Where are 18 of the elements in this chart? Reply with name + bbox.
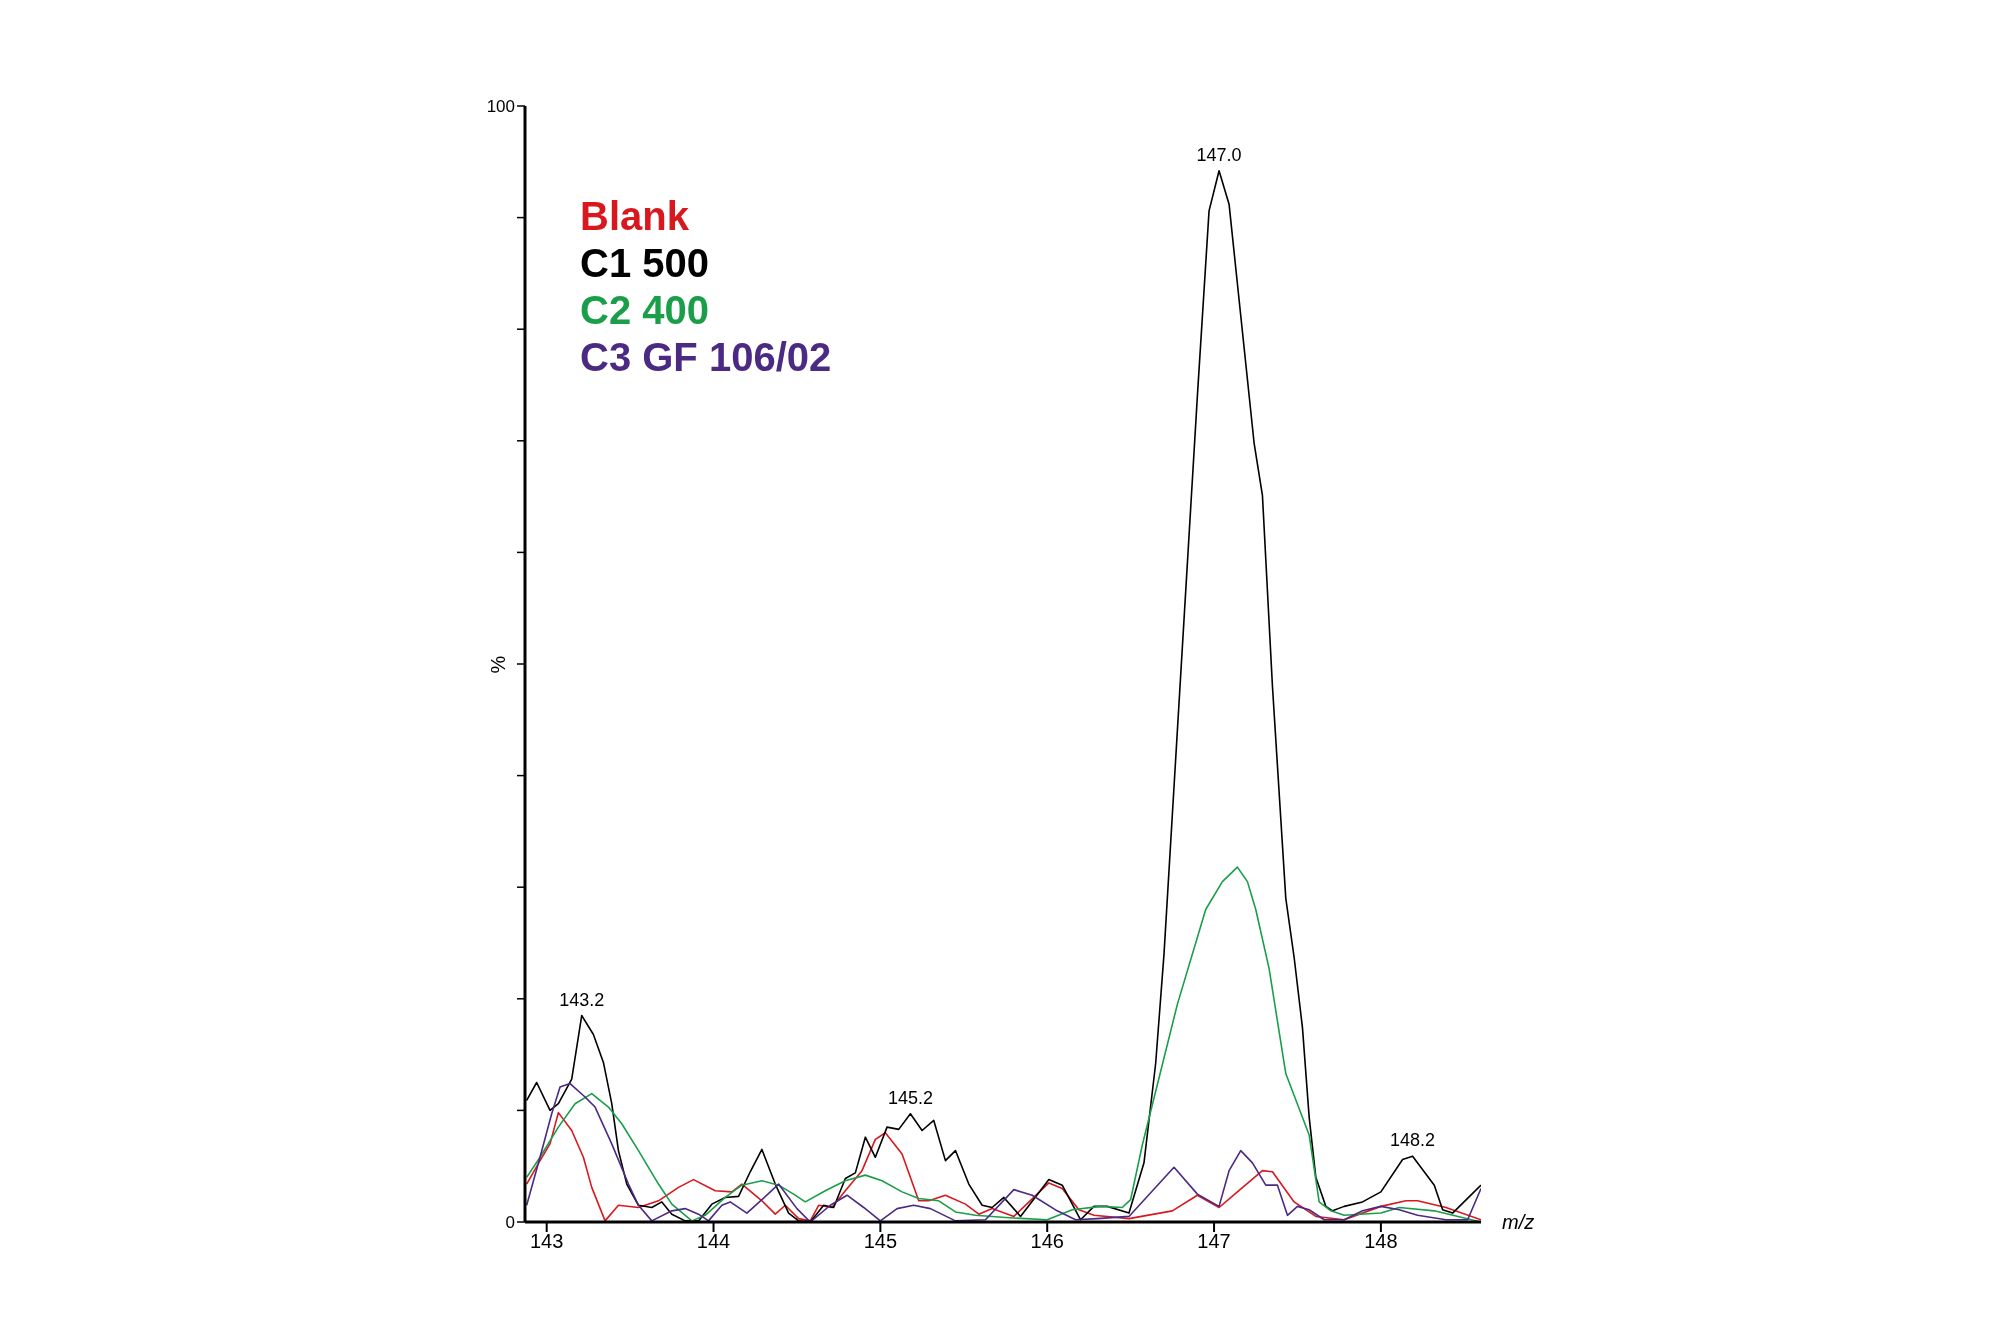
text: C3 GF 106/02	[580, 334, 832, 381]
annotation: 145.2	[887, 1087, 933, 1108]
text: C1 500	[580, 240, 710, 287]
y-tick-label: 0	[505, 1213, 515, 1233]
text: C2 400	[580, 287, 710, 334]
x-tick-label: 147	[1197, 1230, 1231, 1253]
text: Blank	[580, 193, 690, 240]
x-axis-title: m/z	[1502, 1211, 1535, 1234]
x-tick-label: 148	[1364, 1230, 1398, 1253]
x-tick-label: 143	[530, 1230, 564, 1253]
annotation: 148.2	[1390, 1130, 1436, 1151]
y-axis-title: %	[487, 655, 511, 674]
x-tick-label: 146	[1030, 1230, 1064, 1253]
annotation: 143.2	[559, 989, 605, 1010]
x-tick-label: 144	[696, 1230, 731, 1253]
annotation: 147.0	[1196, 144, 1242, 165]
x-tick-label: 145	[863, 1230, 898, 1253]
y-tick-label: 100	[486, 97, 515, 117]
